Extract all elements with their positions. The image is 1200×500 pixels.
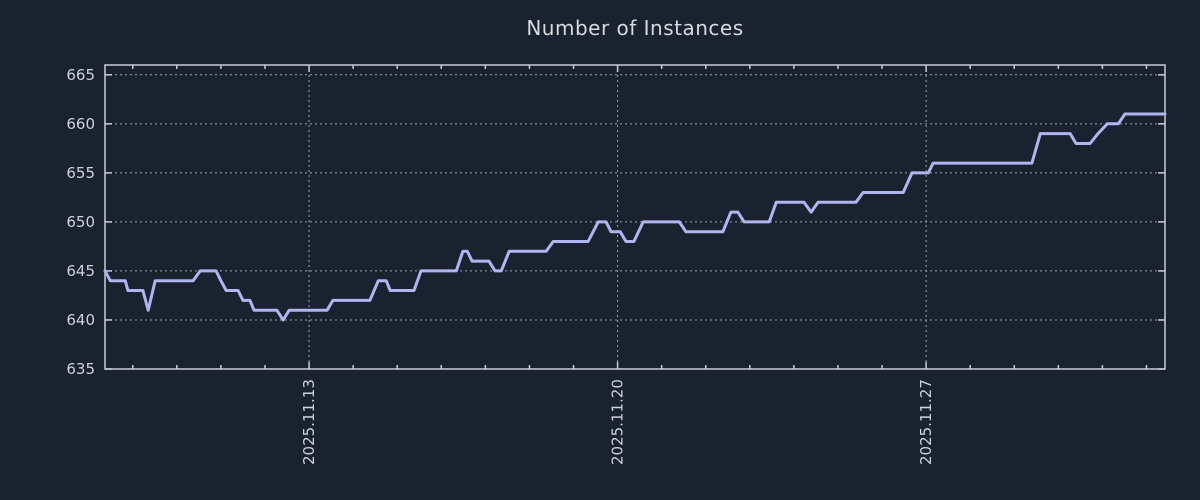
y-tick-label: 645 xyxy=(66,262,95,280)
y-tick-label: 635 xyxy=(66,360,95,378)
y-tick-label: 665 xyxy=(66,66,95,84)
chart-title: Number of Instances xyxy=(526,16,744,40)
y-tick-label: 660 xyxy=(66,115,95,133)
y-tick-label: 640 xyxy=(66,311,95,329)
series-line xyxy=(103,112,1167,322)
x-tick-label: 2025.11.20 xyxy=(609,379,627,465)
y-tick-label: 655 xyxy=(66,164,95,182)
x-tick-label: 2025.11.27 xyxy=(917,379,935,465)
x-tick-label: 2025.11.13 xyxy=(300,379,318,465)
plot-border xyxy=(104,64,1166,370)
y-tick-label: 650 xyxy=(66,213,95,231)
